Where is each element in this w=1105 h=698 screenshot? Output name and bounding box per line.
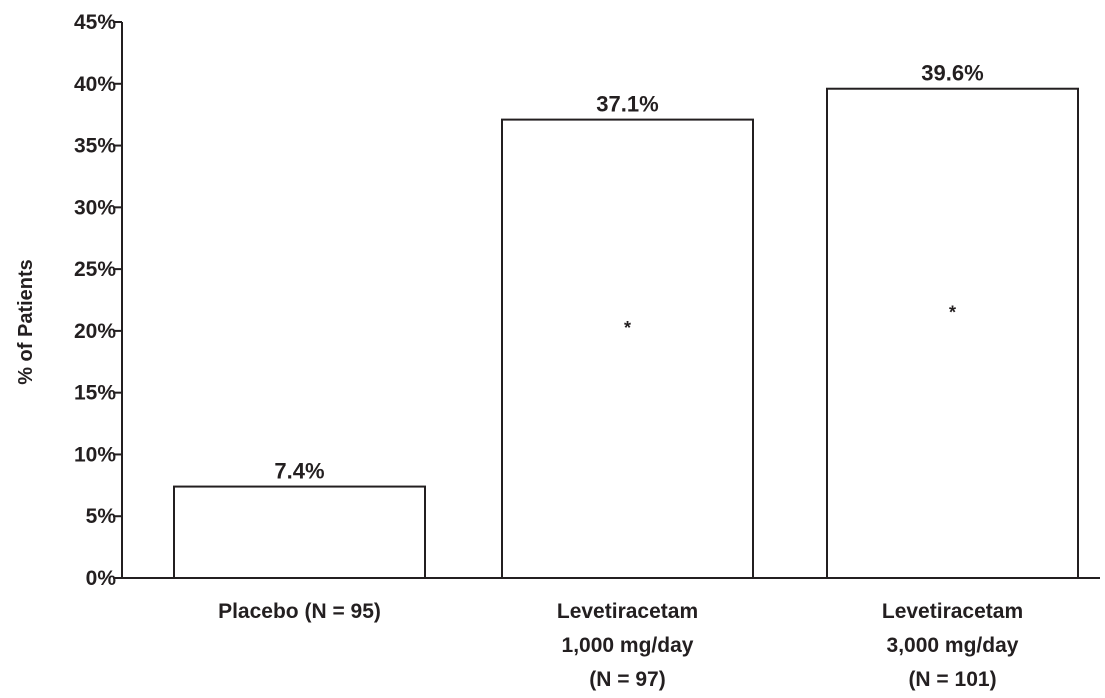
x-category-label: (N = 97) (589, 668, 665, 691)
bar (826, 87, 1079, 579)
x-category-label: Placebo (N = 95) (218, 600, 381, 623)
significance-marker: * (949, 302, 956, 322)
significance-markers: ** (624, 302, 956, 337)
y-tick-label: 45% (74, 11, 116, 34)
bar (173, 485, 426, 579)
y-tick-label: 40% (74, 73, 116, 96)
y-axis-title: % of Patients (15, 259, 37, 385)
bar (501, 118, 754, 579)
y-tick-label: 15% (74, 382, 116, 405)
y-axis: 0% 5% 10% 15% 20% 25% 30% 35% 40% 45% (74, 11, 123, 590)
y-tick-label: 5% (86, 505, 117, 528)
y-tick-label: 20% (74, 320, 116, 343)
x-category-label: 3,000 mg/day (887, 634, 1019, 657)
category-labels: Placebo (N = 95) Levetiracetam 1,000 mg/da… (218, 600, 1023, 691)
bars (173, 87, 1079, 579)
y-tick-label: 25% (74, 258, 116, 281)
x-category-label: Levetiracetam (882, 600, 1023, 623)
significance-marker: * (624, 318, 631, 338)
bar-value-label: 37.1% (596, 92, 658, 117)
bar-value-label: 7.4% (274, 459, 324, 484)
y-tick-label: 35% (74, 135, 116, 158)
value-labels: 7.4% 37.1% 39.6% (274, 61, 983, 484)
bar-value-label: 39.6% (921, 61, 983, 86)
y-tick-label: 10% (74, 443, 116, 466)
x-category-label: Levetiracetam (557, 600, 698, 623)
y-tick-label: 30% (74, 196, 116, 219)
x-category-label: 1,000 mg/day (562, 634, 694, 657)
y-tick-label: 0% (86, 567, 117, 590)
x-category-label: (N = 101) (908, 668, 996, 691)
